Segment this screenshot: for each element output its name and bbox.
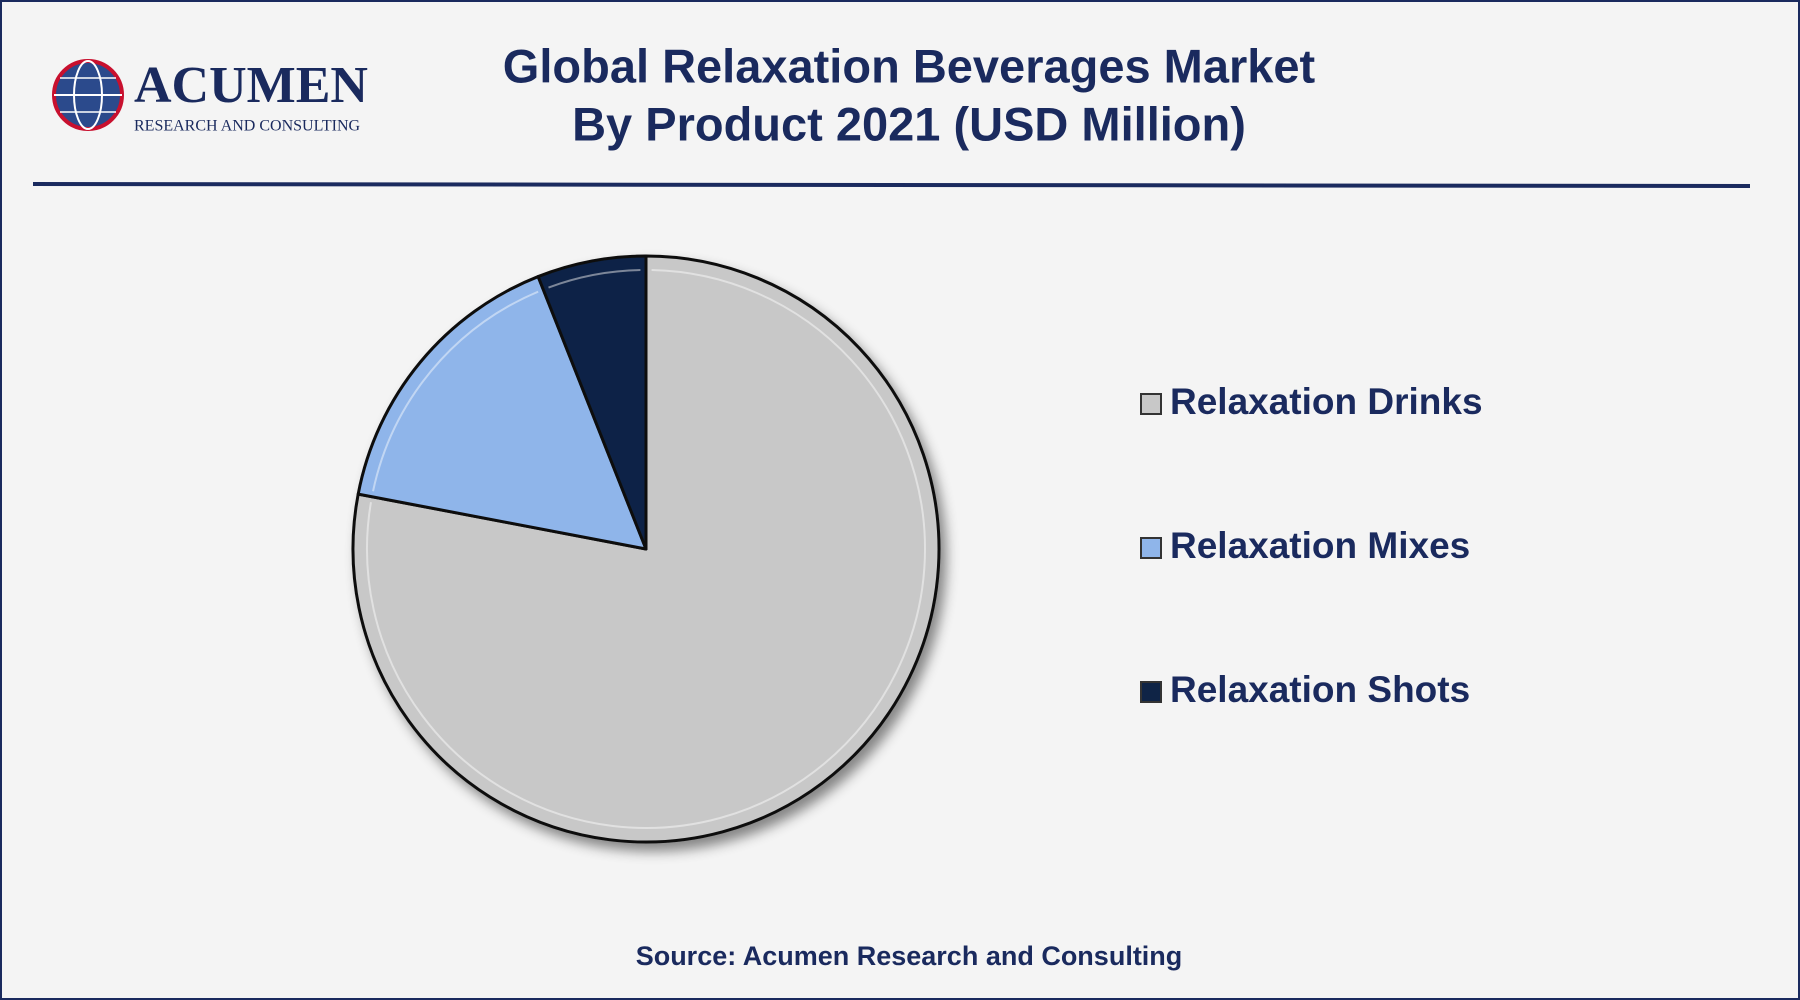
pie-slice xyxy=(351,254,941,844)
slice-bevel xyxy=(548,269,641,289)
chart-title: By Product 2021 (USD Million) xyxy=(572,97,1246,150)
legend: Relaxation Drinks Relaxation Mixes Relaxat… xyxy=(1140,381,1483,710)
slice-bevel xyxy=(372,290,539,492)
logo-name: ACUMEN xyxy=(134,57,368,114)
pie-slice xyxy=(356,275,648,551)
legend-swatch xyxy=(1140,681,1162,703)
legend-swatch xyxy=(1140,393,1162,415)
legend-label: Relaxation Shots xyxy=(1170,669,1470,710)
legend-swatch xyxy=(1140,537,1162,559)
legend-label: Relaxation Drinks xyxy=(1170,381,1483,422)
logo-tagline: RESEARCH AND CONSULTING xyxy=(134,118,361,135)
pie xyxy=(351,254,941,844)
legend-label: Relaxation Mixes xyxy=(1170,525,1470,566)
logo: ACUMEN RESEARCH AND CONSULTING xyxy=(52,57,368,135)
slice-bevel xyxy=(366,269,926,829)
chart-title: Global Relaxation Beverages Market xyxy=(503,39,1316,92)
title-rule xyxy=(32,182,1751,188)
pie-slice xyxy=(536,254,648,551)
source-note: Source: Acumen Research and Consulting xyxy=(636,941,1183,971)
